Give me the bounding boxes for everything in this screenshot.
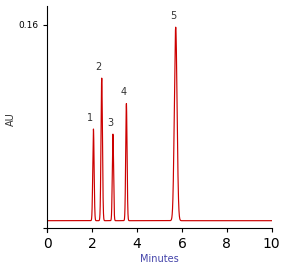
Text: 1: 1 — [87, 113, 93, 123]
Text: 4: 4 — [121, 87, 127, 97]
Text: 5: 5 — [170, 11, 176, 21]
X-axis label: Minutes: Minutes — [140, 254, 179, 264]
Text: 3: 3 — [107, 118, 113, 128]
Text: 2: 2 — [96, 62, 102, 72]
Y-axis label: AU: AU — [5, 112, 15, 126]
